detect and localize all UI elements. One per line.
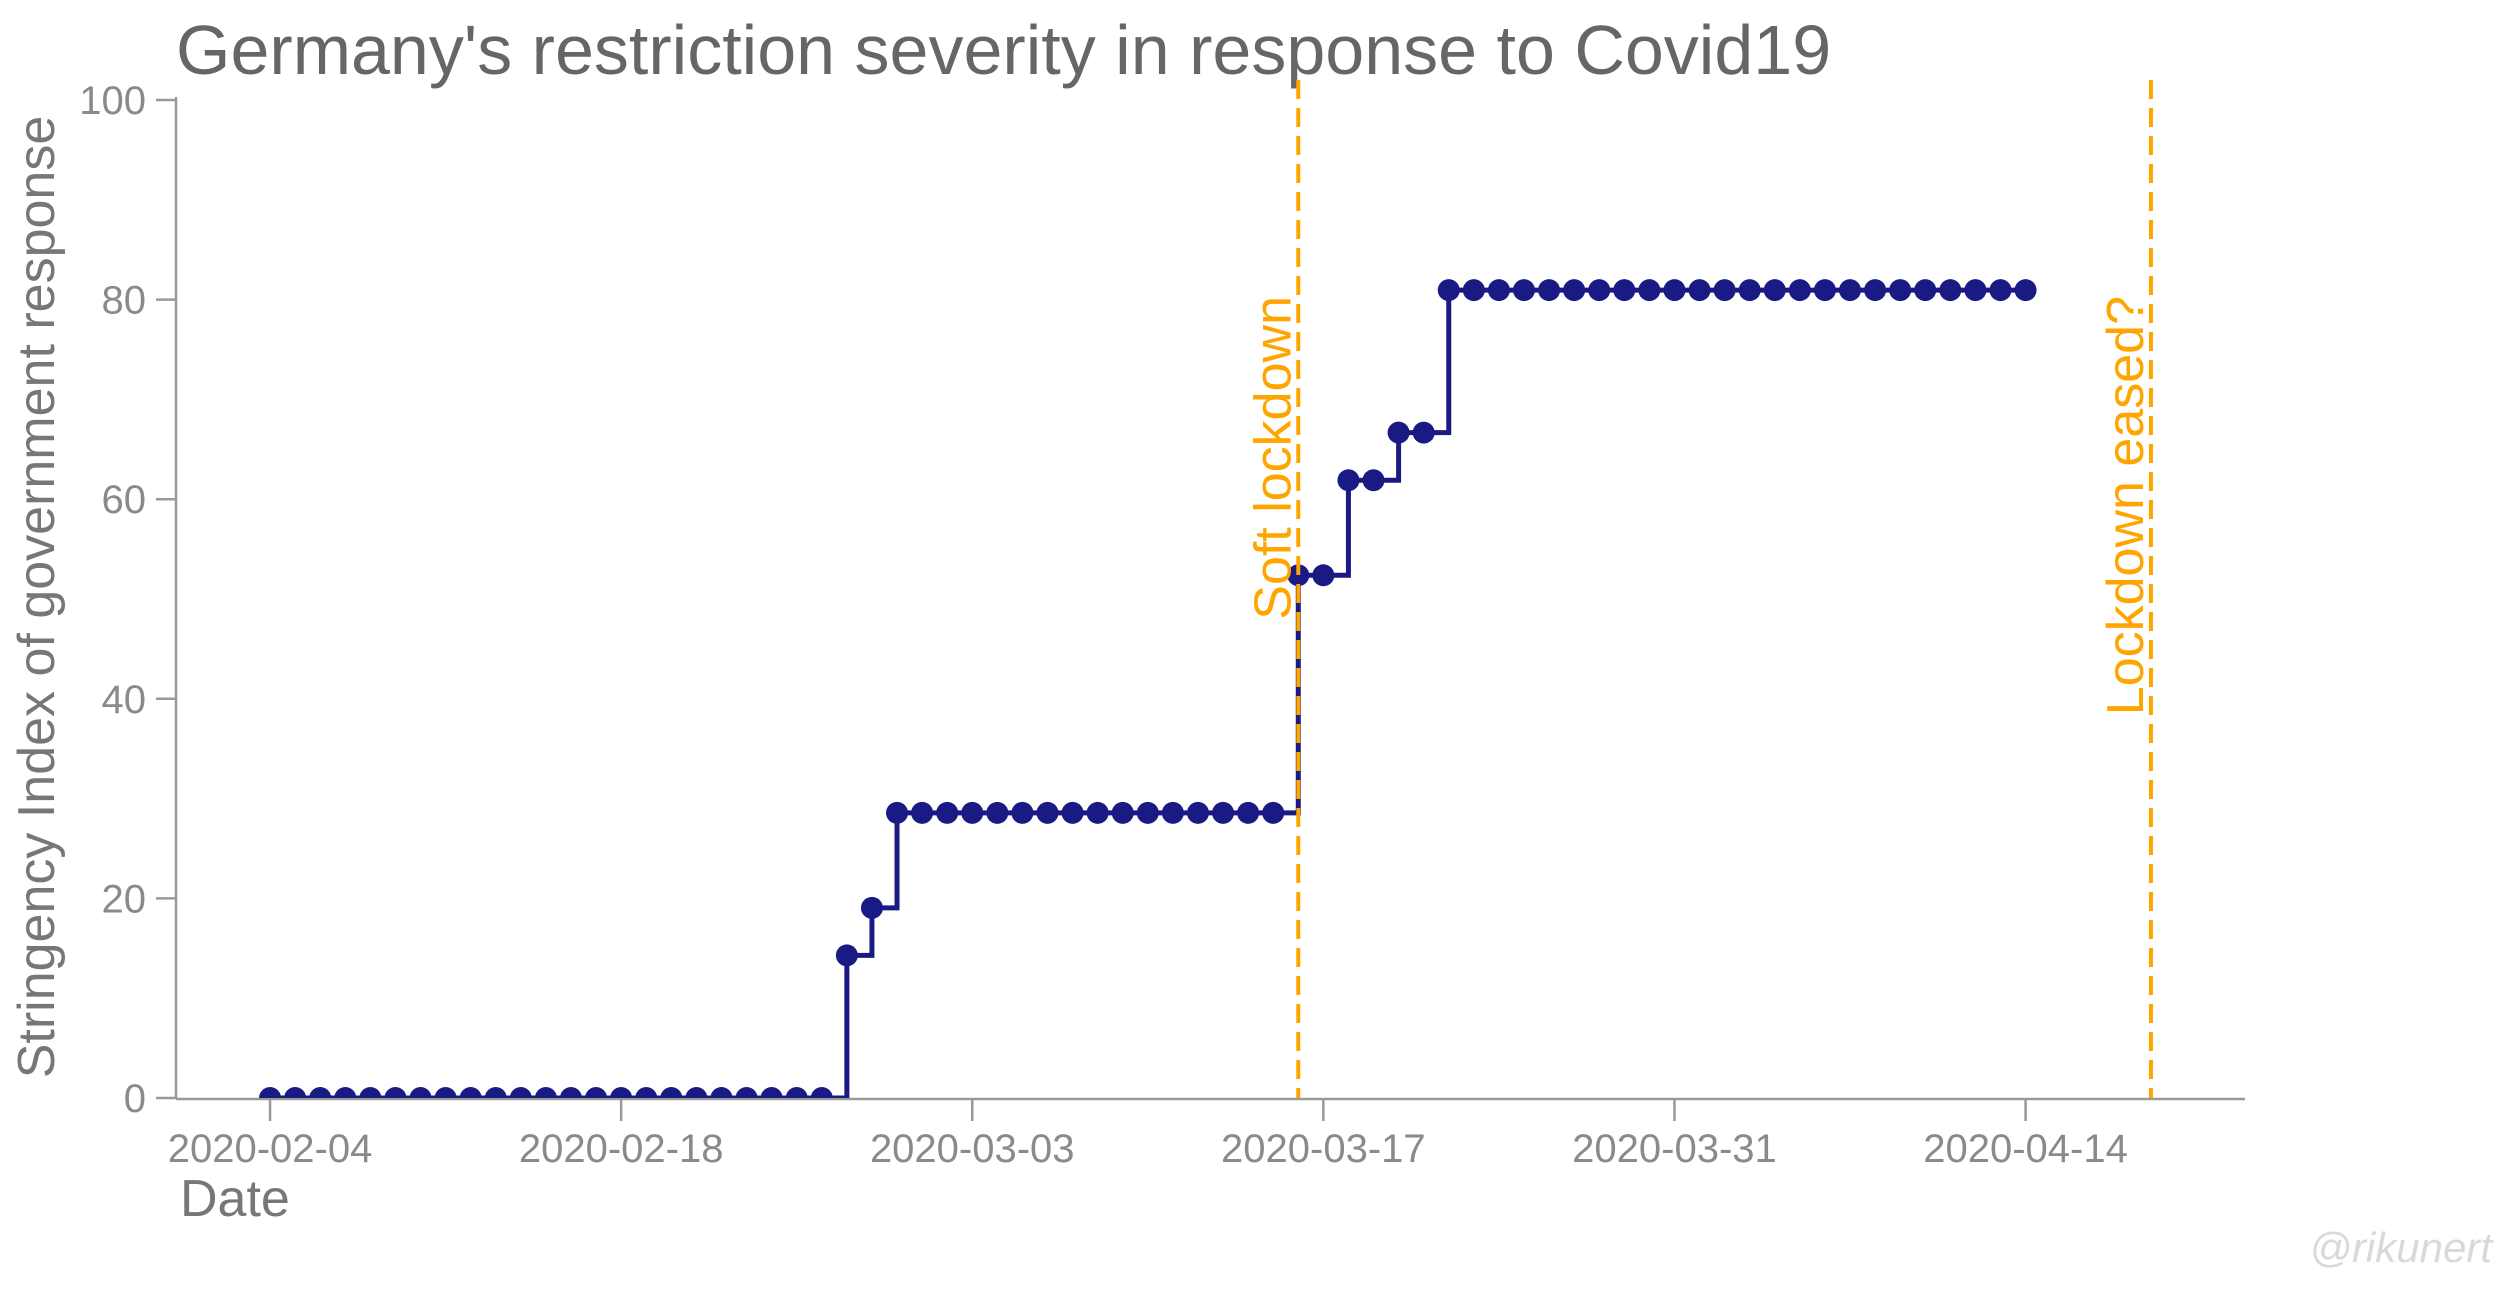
- x-tick-label: 2020-04-14: [1923, 1127, 2128, 1171]
- data-point: [961, 801, 984, 824]
- data-point: [409, 1087, 432, 1098]
- data-point: [1588, 279, 1611, 302]
- data-point: [860, 896, 883, 919]
- data-point: [1111, 801, 1134, 824]
- data-point: [785, 1087, 808, 1098]
- data-point: [660, 1087, 683, 1098]
- data-point: [1613, 279, 1636, 302]
- data-point: [1186, 801, 1209, 824]
- data-point: [1437, 279, 1460, 302]
- step-line: [270, 287, 2026, 1098]
- data-point: [1387, 421, 1410, 444]
- y-axis-ticks: 0 20 40 60 80 100: [79, 79, 176, 1121]
- data-point: [1813, 279, 1836, 302]
- data-point: [1237, 801, 1260, 824]
- data-point: [835, 944, 858, 967]
- data-point: [1914, 279, 1937, 302]
- data-point: [1889, 279, 1912, 302]
- data-point: [509, 1087, 532, 1098]
- data-point: [1036, 801, 1059, 824]
- data-point: [1738, 279, 1761, 302]
- x-axis-label: Date: [180, 1170, 290, 1228]
- data-point: [1061, 801, 1084, 824]
- event-annotations: Soft lockdown Lockdown eased?: [1244, 80, 2155, 1098]
- data-point: [1462, 279, 1485, 302]
- data-point: [1011, 801, 1034, 824]
- data-point: [1864, 279, 1887, 302]
- data-point: [484, 1087, 507, 1098]
- data-point: [1086, 801, 1109, 824]
- data-point: [1512, 279, 1535, 302]
- data-point: [986, 801, 1009, 824]
- data-point: [685, 1087, 708, 1098]
- data-point: [259, 1087, 282, 1098]
- y-tick-label: 0: [124, 1077, 146, 1121]
- data-point: [1487, 279, 1510, 302]
- x-tick-label: 2020-02-18: [519, 1127, 724, 1171]
- data-point: [1337, 469, 1360, 492]
- data-point: [2014, 279, 2037, 302]
- x-tick-label: 2020-03-31: [1572, 1127, 1777, 1171]
- data-point: [309, 1087, 332, 1098]
- data-point: [1136, 801, 1159, 824]
- data-point: [1161, 801, 1184, 824]
- data-point: [334, 1087, 357, 1098]
- annotation-label: Soft lockdown: [1244, 296, 1302, 620]
- data-point: [1287, 564, 1310, 587]
- y-tick-label: 80: [102, 279, 147, 323]
- data-point: [710, 1087, 733, 1098]
- data-point: [1989, 279, 2012, 302]
- data-point: [459, 1087, 482, 1098]
- data-point: [1939, 279, 1962, 302]
- data-point: [1262, 801, 1285, 824]
- data-point: [1763, 279, 1786, 302]
- data-point: [936, 801, 959, 824]
- data-point: [384, 1087, 407, 1098]
- y-axis-label: Stringency Index of government response: [8, 116, 66, 1079]
- y-tick-label: 100: [79, 79, 146, 123]
- data-point: [1839, 279, 1862, 302]
- data-point: [1964, 279, 1987, 302]
- y-tick-label: 60: [102, 478, 147, 522]
- data-point: [1212, 801, 1235, 824]
- data-point: [1312, 564, 1335, 587]
- y-tick-label: 20: [102, 877, 147, 921]
- data-point: [1663, 279, 1686, 302]
- data-point: [559, 1087, 582, 1098]
- data-point: [735, 1087, 758, 1098]
- data-point: [810, 1087, 833, 1098]
- data-point: [911, 801, 934, 824]
- data-point: [1638, 279, 1661, 302]
- data-point: [284, 1087, 307, 1098]
- stringency-series: [259, 279, 2037, 1098]
- y-tick-label: 40: [102, 678, 147, 722]
- data-point: [635, 1087, 658, 1098]
- x-axis-ticks: 2020-02-04 2020-02-18 2020-03-03 2020-03-17…: [168, 1099, 2128, 1171]
- watermark: @rikunert: [2309, 1224, 2494, 1271]
- data-point: [534, 1087, 557, 1098]
- data-point: [585, 1087, 608, 1098]
- data-point: [760, 1087, 783, 1098]
- data-point: [1688, 279, 1711, 302]
- data-point: [359, 1087, 382, 1098]
- data-point: [1788, 279, 1811, 302]
- data-point: [1713, 279, 1736, 302]
- x-tick-label: 2020-02-04: [168, 1127, 373, 1171]
- data-point: [610, 1087, 633, 1098]
- data-point: [1412, 421, 1435, 444]
- data-point: [434, 1087, 457, 1098]
- x-tick-label: 2020-03-17: [1221, 1127, 1426, 1171]
- data-point: [1538, 279, 1561, 302]
- data-point: [1563, 279, 1586, 302]
- data-point: [886, 801, 909, 824]
- annotation-label: Lockdown eased?: [2097, 296, 2155, 715]
- x-tick-label: 2020-03-03: [870, 1127, 1075, 1171]
- data-point: [1362, 469, 1385, 492]
- chart-title: Germany's restriction severity in respon…: [176, 11, 1831, 89]
